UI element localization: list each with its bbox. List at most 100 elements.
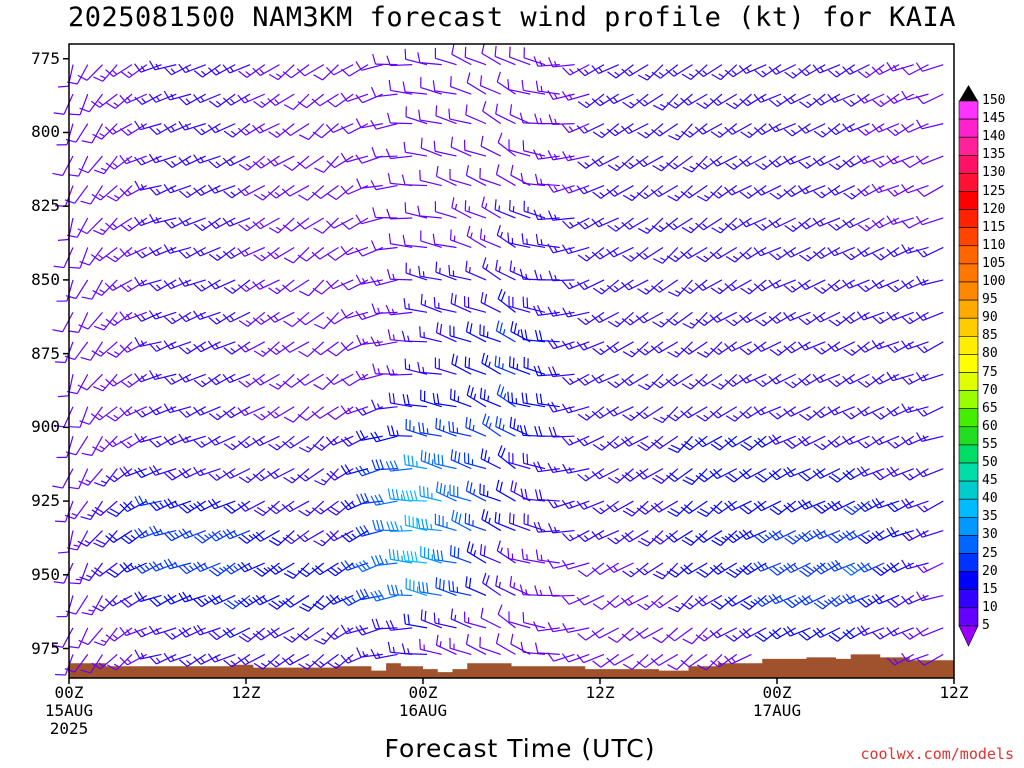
barb-flag	[313, 540, 323, 547]
barb-flag	[92, 605, 102, 612]
barb-flag	[104, 126, 114, 135]
barb-flag	[359, 430, 366, 440]
wind-barb	[783, 406, 811, 417]
barb-flag	[680, 566, 689, 575]
wind-barb	[91, 653, 118, 670]
wind-barb	[652, 406, 679, 424]
barb-flag	[637, 131, 647, 139]
wind-barb	[576, 217, 605, 230]
barb-flag	[207, 124, 216, 134]
barb-half-flag	[674, 350, 680, 355]
wind-barb	[370, 86, 398, 98]
wind-barb	[696, 406, 723, 422]
barb-flag	[754, 535, 764, 544]
barb-flag	[801, 499, 810, 509]
barb-flag	[149, 526, 156, 537]
wind-barb	[238, 468, 266, 484]
barb-flag	[828, 379, 837, 388]
wind-barb	[768, 217, 797, 229]
barb-half-flag	[584, 101, 591, 106]
barb-staff	[390, 243, 413, 249]
barb-flag	[507, 79, 510, 90]
barb-half-flag	[199, 469, 204, 475]
wind-barb	[827, 435, 856, 448]
wind-barb	[622, 500, 649, 517]
barb-flag	[193, 563, 201, 572]
barb-flag	[340, 152, 348, 163]
barb-half-flag	[85, 479, 92, 483]
barb-flag	[163, 220, 172, 229]
barb-flag	[106, 102, 116, 109]
barb-flag	[813, 190, 823, 199]
barb-staff	[405, 464, 428, 470]
wind-barb	[222, 246, 251, 259]
barb-flag	[713, 600, 724, 608]
barb-staff	[451, 207, 472, 219]
wind-barb	[134, 216, 162, 227]
wind-barb	[119, 594, 148, 608]
barb-half-flag	[214, 438, 220, 444]
barb-flag	[148, 466, 156, 476]
wind-barb	[886, 466, 914, 478]
wind-barb	[405, 262, 428, 281]
barb-half-flag	[746, 348, 753, 353]
wind-barb	[857, 594, 885, 608]
barb-flag	[753, 93, 762, 103]
barb-half-flag	[688, 226, 695, 231]
barb-flag	[547, 150, 554, 161]
barb-half-flag	[790, 346, 796, 352]
wind-barb	[178, 591, 206, 603]
barb-flag	[812, 410, 822, 419]
barb-staff	[420, 495, 442, 502]
barb-half-flag	[687, 98, 693, 104]
barb-half-flag	[703, 255, 709, 260]
wind-barb	[695, 311, 723, 326]
barb-flag	[871, 340, 879, 350]
wind-barb	[591, 627, 620, 639]
barb-half-flag	[144, 530, 149, 536]
colorbar-label: 150	[982, 93, 1006, 108]
wind-barb	[797, 499, 826, 510]
barb-flag	[286, 570, 297, 577]
wind-barb	[871, 593, 900, 605]
barb-half-flag	[878, 281, 883, 288]
wind-barb	[510, 164, 531, 187]
barb-flag	[454, 450, 457, 462]
wind-barb	[312, 279, 339, 295]
barb-flag	[812, 470, 821, 479]
wind-barb	[768, 627, 797, 640]
wind-barb	[561, 244, 590, 255]
barb-half-flag	[140, 340, 145, 346]
barb-flag	[743, 441, 753, 449]
wind-barb	[827, 279, 856, 292]
wind-barb	[314, 627, 339, 645]
barb-flag	[768, 219, 777, 229]
barb-half-flag	[614, 71, 620, 77]
barb-half-flag	[835, 223, 841, 229]
barb-half-flag	[140, 279, 145, 286]
barb-half-flag	[75, 578, 82, 581]
barb-half-flag	[186, 347, 192, 353]
wind-barb	[433, 140, 457, 157]
barb-flag	[680, 506, 690, 514]
wind-barb	[386, 425, 413, 437]
barb-flag	[739, 251, 748, 260]
wind-barb	[637, 217, 664, 234]
barb-flag	[94, 567, 104, 575]
wind-barb	[134, 63, 162, 73]
wind-barb	[522, 296, 546, 313]
barb-flag	[915, 215, 923, 225]
barb-half-flag	[746, 411, 752, 417]
barb-half-flag	[553, 501, 558, 507]
wind-barb	[872, 246, 900, 261]
wind-barb	[667, 653, 693, 671]
barb-flag	[606, 504, 615, 513]
barb-flag	[296, 377, 306, 386]
barb-flag	[178, 505, 188, 514]
barb-flag	[860, 501, 869, 511]
barb-half-flag	[290, 476, 296, 481]
barb-half-flag	[808, 596, 814, 602]
barb-half-flag	[790, 97, 795, 103]
barb-half-flag	[215, 473, 221, 479]
wind-barb	[724, 594, 752, 607]
